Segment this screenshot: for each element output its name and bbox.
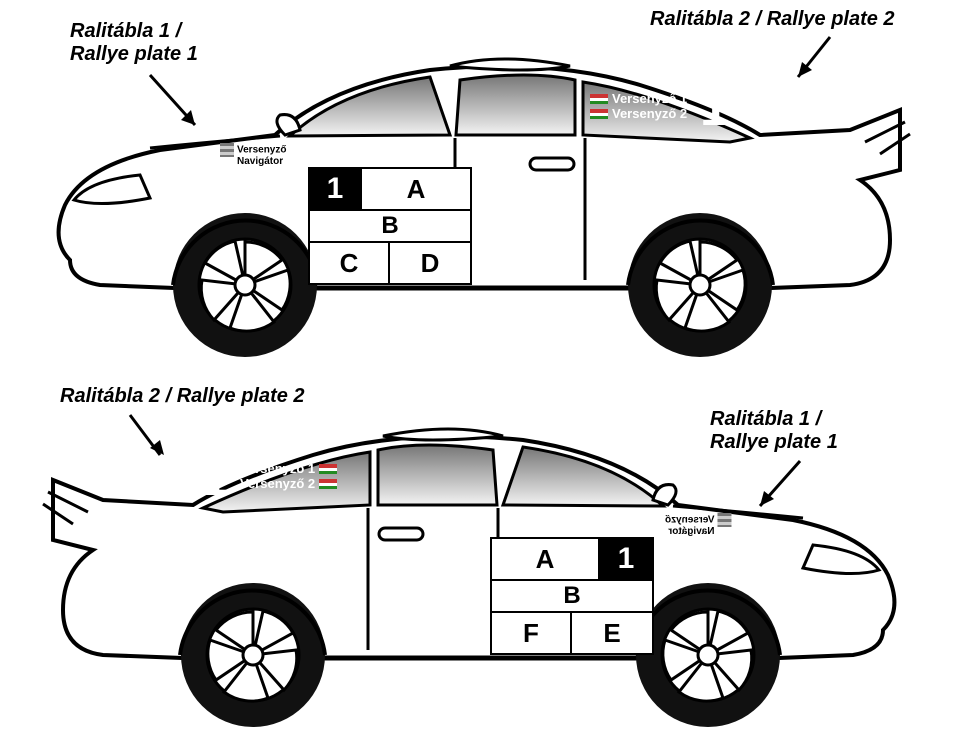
door-cell-b: B (310, 211, 470, 241)
flag-icon (319, 479, 337, 489)
rear-wheel (628, 213, 772, 357)
door-cell-a: A (492, 539, 600, 579)
door-number: 1 (600, 539, 652, 579)
front-wheel (173, 213, 317, 357)
competitor-1: Versenyző 1 (612, 92, 687, 107)
competitor-1: Versenyző 1 (240, 462, 315, 477)
door-cell-e: E (572, 613, 652, 653)
flag-icon (590, 94, 608, 104)
rear-window-names: Versenyző 1 Versenyző 2 (590, 92, 687, 122)
label-rally-plate-2: Ralitábla 2 / Rallye plate 2 (650, 8, 895, 31)
car-left-side: Ralitábla 1 / Rallye plate 1 Ralitábla 2… (30, 20, 923, 360)
door-cell-d: D (390, 243, 470, 283)
diagram-page: Ralitábla 1 / Rallye plate 1 Ralitábla 2… (0, 0, 953, 743)
car-outline (30, 30, 923, 360)
door-cell-c: C (310, 243, 390, 283)
flag-icon (220, 143, 234, 157)
door-panel: A 1 B F E (490, 537, 654, 655)
competitor-2: Versenyző 2 (240, 477, 315, 492)
rear-window-number: 1 (700, 78, 729, 138)
fender-names: Versenyző Navigátor (665, 513, 731, 538)
door-cell-a: A (362, 169, 470, 209)
flag-icon (319, 464, 337, 474)
door-panel: 1 A B C D (308, 167, 472, 285)
door-cell-b: B (492, 581, 652, 611)
car-outline (30, 400, 923, 730)
flag-icon (717, 513, 731, 527)
door-number: 1 (310, 169, 362, 209)
competitor-2: Versenyző 2 (612, 107, 687, 122)
fender-names: Versenyző Navigátor (220, 143, 286, 168)
door-cell-f: F (492, 613, 572, 653)
flag-icon (590, 109, 608, 119)
rear-window-names: Versenyző 1 Versenyző 2 (240, 462, 337, 492)
rear-window-number: 1 (200, 448, 229, 508)
car-right-side: Ralitábla 2 / Rallye plate 2 Ralitábla 1… (30, 390, 923, 730)
